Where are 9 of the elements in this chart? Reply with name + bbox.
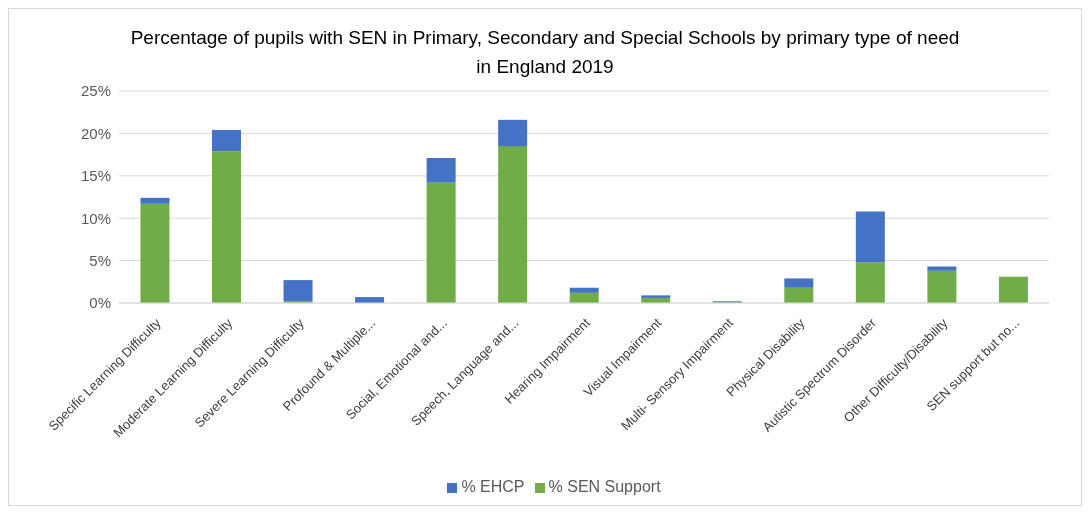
y-tick-label: 5% — [89, 251, 111, 269]
y-tick-label: 20% — [80, 124, 111, 142]
y-tick-label: 25% — [80, 82, 111, 100]
y-tick-label: 0% — [89, 294, 111, 312]
legend-label: % EHCP — [461, 478, 525, 495]
chart-title: Percentage of pupils with SEN in Primary, Secondary and Special Schools by primary type of need in England 2019 — [129, 26, 961, 79]
y-tick-label: 10% — [80, 209, 111, 227]
y-tick-label: 15% — [80, 167, 111, 185]
legend-label: % SEN Support — [548, 478, 661, 495]
